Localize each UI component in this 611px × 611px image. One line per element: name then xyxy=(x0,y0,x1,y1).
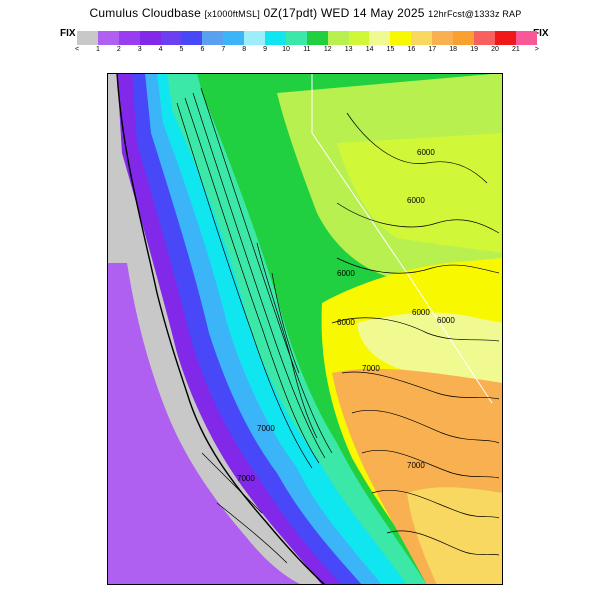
legend-swatch xyxy=(202,31,224,45)
legend-swatch xyxy=(223,31,245,45)
legend-tick-label: 15 xyxy=(386,46,395,53)
legend-swatch xyxy=(432,31,454,45)
desert-lightorange xyxy=(407,487,503,585)
legend-swatch xyxy=(306,31,328,45)
legend-swatch xyxy=(515,31,537,45)
title-time: 0Z(17pdt) WED 14 May 2025 xyxy=(263,6,425,20)
legend-tick-label: 18 xyxy=(449,46,458,53)
legend-swatch xyxy=(181,31,203,45)
legend-tick-label: 8 xyxy=(242,46,247,53)
legend-swatch xyxy=(77,31,98,45)
contour-label: 7000 xyxy=(257,424,275,433)
legend-swatch xyxy=(348,31,370,45)
legend-tick-label: 16 xyxy=(407,46,416,53)
legend-tick-label: 4 xyxy=(158,46,163,53)
legend-tick-label: 1 xyxy=(95,46,100,53)
contour-label: 6000 xyxy=(407,196,425,205)
fix-label-right: FIX xyxy=(533,28,549,39)
contour-label: 6000 xyxy=(412,308,430,317)
contour-lines xyxy=(176,87,500,564)
legend-tick-label: 3 xyxy=(137,46,142,53)
legend-tick-label: 10 xyxy=(282,46,290,53)
title-units: [x1000ftMSL] xyxy=(204,9,260,19)
northeast-yellowgreen xyxy=(337,133,503,253)
legend-swatch xyxy=(97,31,119,45)
contour-label: 6000 xyxy=(337,269,355,278)
contour-label: 7000 xyxy=(237,474,255,483)
legend-swatch xyxy=(139,31,161,45)
legend-swatch xyxy=(453,31,474,45)
legend-swatch xyxy=(390,31,412,45)
legend-tick-label: 6 xyxy=(200,46,205,53)
color-legend xyxy=(77,31,537,45)
legend-tick-label: 20 xyxy=(491,46,499,53)
legend-tick-label: 9 xyxy=(263,46,268,53)
fix-label-left: FIX xyxy=(60,28,76,39)
legend-swatch xyxy=(285,31,307,45)
legend-swatch xyxy=(160,31,182,45)
legend-tick-label: 12 xyxy=(323,46,332,53)
legend-tick-label: 17 xyxy=(428,46,437,53)
legend-swatch xyxy=(369,31,391,45)
title-main: Cumulus Cloudbase xyxy=(89,6,202,20)
chart-title: Cumulus Cloudbase [x1000ftMSL] 0Z(17pdt)… xyxy=(0,6,611,20)
coastline xyxy=(116,73,326,585)
contour-label: 7000 xyxy=(362,364,380,373)
legend-swatch xyxy=(494,31,516,45)
legend-swatch xyxy=(411,31,433,45)
legend-tick-label: 2 xyxy=(116,46,121,53)
legend-tick-label: 11 xyxy=(303,46,311,53)
legend-ticks: <1 2 3 4 5 6 7 8 9 10 11 12 13 14 15 16 17 18 19 20 21 > xyxy=(74,46,539,56)
legend-tick-label: 7 xyxy=(221,46,226,53)
legend-swatch xyxy=(473,31,495,45)
legend-tick-label: 19 xyxy=(470,46,478,53)
contour-label: 6000 xyxy=(437,316,455,325)
state-border xyxy=(311,73,493,404)
contour-label: 6000 xyxy=(417,148,435,157)
contour-label: 7000 xyxy=(407,461,425,470)
legend-swatch xyxy=(327,31,349,45)
legend-tick-label: > xyxy=(534,46,539,53)
legend-tick-label: 14 xyxy=(365,46,374,53)
map-frame xyxy=(107,73,503,585)
legend-tick-label: < xyxy=(74,46,80,53)
legend-swatch xyxy=(118,31,140,45)
contour-label: 6000 xyxy=(337,318,355,327)
cloudbase-map: 6000 6000 6000 6000 6000 6000 7000 7000 … xyxy=(107,73,503,585)
legend-swatch xyxy=(244,31,266,45)
title-model: 12hrFcst@1333z RAP xyxy=(428,9,522,19)
legend-tick-label: 5 xyxy=(179,46,184,53)
legend-swatch xyxy=(265,31,286,45)
legend-tick-label: 21 xyxy=(511,46,520,53)
legend-tick-label: 13 xyxy=(344,46,353,53)
